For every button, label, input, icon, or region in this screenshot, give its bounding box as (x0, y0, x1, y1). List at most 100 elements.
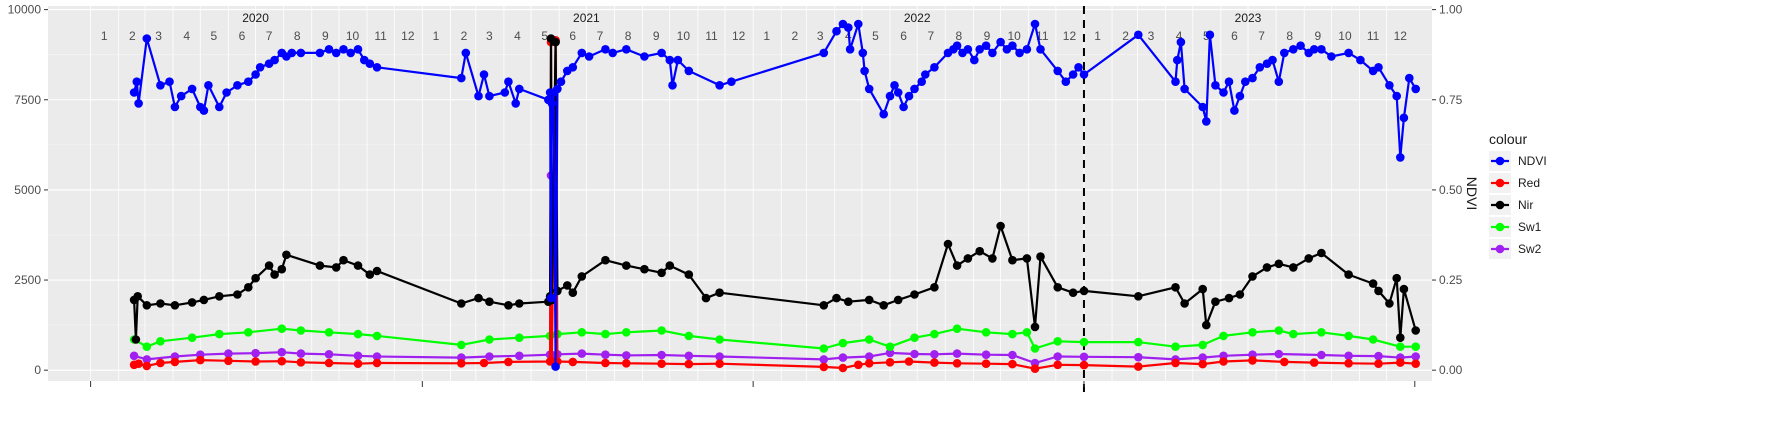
right-tick-label: 1.00 (1439, 3, 1463, 17)
data-point-ndvi (1224, 77, 1234, 86)
data-point-ndvi (845, 45, 855, 54)
data-point-sw1 (353, 329, 363, 339)
data-point-nir (893, 295, 903, 305)
data-point-sw1 (215, 329, 224, 339)
data-point-sw1 (1022, 328, 1032, 337)
data-point-ndvi (156, 81, 165, 90)
data-point-sw1 (1344, 331, 1353, 341)
data-point-sw1 (577, 328, 587, 337)
data-point-ndvi (885, 91, 895, 101)
data-point-ndvi (952, 41, 962, 50)
right-tick-label: 0.50 (1439, 183, 1463, 197)
data-point-ndvi (511, 99, 520, 108)
data-point-ndvi (556, 77, 566, 86)
data-point-sw2 (296, 349, 306, 358)
data-point-ndvi (668, 81, 677, 90)
data-point-ndvi (1235, 91, 1245, 101)
data-point-sw2 (1053, 352, 1062, 361)
data-point-nir (657, 268, 666, 278)
data-point-ndvi (577, 48, 587, 58)
legend-item-ndvi: NDVI (1489, 151, 1547, 171)
year-label: 2021 (573, 11, 600, 25)
month-label: 9 (322, 29, 329, 43)
data-point-red (657, 359, 666, 369)
data-point-red (156, 358, 165, 368)
data-point-ndvi (222, 88, 231, 97)
data-point-nir (1211, 297, 1220, 307)
data-point-sw2 (1008, 350, 1017, 360)
data-point-sw1 (1079, 337, 1089, 347)
data-point-nir (133, 292, 142, 301)
data-point-nir (264, 261, 274, 270)
data-point-nir (457, 299, 466, 308)
data-point-ndvi (608, 48, 617, 58)
data-point-ndvi (1255, 63, 1265, 72)
month-label: 10 (1338, 29, 1352, 43)
data-point-nir (975, 246, 984, 256)
data-point-ndvi (622, 45, 631, 54)
legend-key-dot (1495, 222, 1505, 232)
data-point-nir (879, 301, 888, 310)
data-point-ndvi (251, 70, 260, 79)
data-point-ndvi (921, 70, 930, 79)
data-point-nir (1262, 263, 1272, 272)
data-point-nir (270, 270, 279, 279)
data-point-nir (156, 299, 165, 308)
data-point-red (1280, 357, 1289, 367)
data-point-nir (996, 221, 1005, 231)
data-point-sw2 (819, 355, 829, 364)
data-point-nir (1289, 263, 1298, 272)
data-point-ndvi (1230, 106, 1239, 115)
data-point-ndvi (893, 88, 903, 97)
month-label: 1 (1094, 29, 1101, 43)
data-point-nir (1344, 270, 1353, 279)
left-tick-label: 0 (34, 363, 41, 377)
data-point-sw2 (353, 351, 363, 361)
data-point-nir (142, 301, 152, 310)
legend-item-nir: Nir (1489, 195, 1533, 215)
left-tick-label: 2500 (14, 273, 41, 287)
data-point-ndvi (1274, 77, 1284, 86)
data-point-red (1344, 359, 1353, 368)
legend: colour NDVI Red Nir Sw1 Sw2 (1489, 131, 1547, 259)
data-point-ndvi (315, 48, 325, 58)
month-label: 3 (486, 29, 493, 43)
month-labels: 1 2 3 4 5 6 7 8 9 10 11 12 1 2 3 4 5 6 7 8 9 10 11 12 1 2 3 4 5 6 7 8 9 1… (101, 29, 1407, 43)
data-point-ndvi (1171, 77, 1180, 86)
legend-key-dot (1495, 156, 1505, 166)
data-point-ndvi (1176, 37, 1186, 47)
data-point-nir (1008, 255, 1017, 265)
year-label: 2020 (242, 11, 269, 25)
data-point-nir (952, 261, 962, 270)
data-point-nir (715, 288, 724, 298)
month-label: 2 (1122, 29, 1129, 43)
data-point-sw1 (1219, 331, 1228, 341)
data-point-red (981, 359, 991, 369)
data-point-red (568, 357, 578, 367)
data-point-sw2 (1411, 352, 1420, 361)
month-label: 11 (705, 29, 718, 43)
data-point-nir (339, 255, 348, 265)
month-label: 11 (374, 29, 387, 43)
data-point-ndvi (474, 91, 483, 101)
data-point-nir (844, 297, 853, 307)
data-point-ndvi (233, 81, 242, 90)
data-point-red (1309, 358, 1319, 367)
data-point-sw2 (1374, 351, 1383, 361)
data-point-sw2 (485, 352, 494, 361)
data-point-nir (864, 295, 874, 305)
data-point-sw1 (601, 329, 610, 339)
legend-label: Sw2 (1518, 242, 1542, 256)
month-label: 6 (900, 29, 907, 43)
data-point-ndvi (975, 45, 984, 54)
data-point-red (684, 359, 694, 369)
data-point-nir (331, 263, 341, 272)
month-label: 7 (927, 29, 934, 43)
data-point-sw2 (577, 349, 587, 358)
data-point-nir (1180, 299, 1189, 308)
data-point-red (372, 358, 382, 368)
data-point-red (324, 358, 334, 368)
data-point-nir (640, 264, 649, 274)
legend-label: Nir (1518, 198, 1533, 212)
data-point-ndvi (584, 52, 594, 61)
